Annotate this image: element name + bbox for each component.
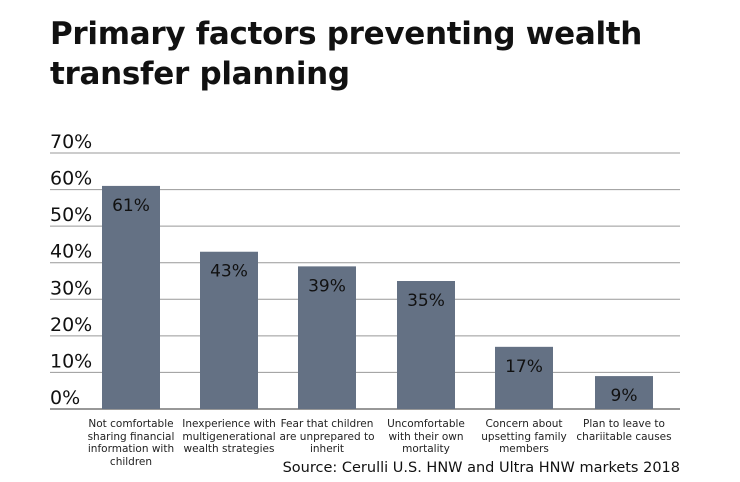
data-label: 61% <box>112 196 150 216</box>
bar <box>102 185 160 409</box>
data-label: 43% <box>210 262 248 282</box>
bar <box>397 281 455 409</box>
bar <box>200 251 258 409</box>
data-label: 9% <box>611 386 638 406</box>
data-label: 17% <box>505 357 543 377</box>
bar <box>495 346 553 409</box>
y-tick-label: 50% <box>50 204 92 226</box>
y-tick-label: 70% <box>50 131 92 153</box>
y-tick-label: 30% <box>50 277 92 299</box>
y-tick-label: 10% <box>50 350 92 372</box>
y-tick-label: 0% <box>50 387 80 409</box>
data-label: 39% <box>308 276 346 296</box>
x-category-label: Inexperience with multigenerational weal… <box>182 418 276 455</box>
x-category-label: Fear that children are unprepared to inh… <box>279 418 375 455</box>
data-label: 35% <box>407 291 445 311</box>
chart-title: Primary factors preventing wealth transf… <box>50 16 643 92</box>
y-tick-label: 60% <box>50 168 92 190</box>
x-category-label: Concern about upsetting family members <box>481 418 567 455</box>
x-category-label: Plan to leave to chariitable causes <box>576 418 672 443</box>
bar <box>298 266 356 409</box>
x-category-label: Uncomfortable with their own mortality <box>387 418 465 455</box>
y-tick-label: 40% <box>50 241 92 263</box>
x-category-label: Not comfortable sharing financial inform… <box>87 418 175 468</box>
source-note: Source: Cerulli U.S. HNW and Ultra HNW m… <box>282 460 680 476</box>
bar <box>595 376 653 409</box>
y-tick-label: 20% <box>50 314 92 336</box>
